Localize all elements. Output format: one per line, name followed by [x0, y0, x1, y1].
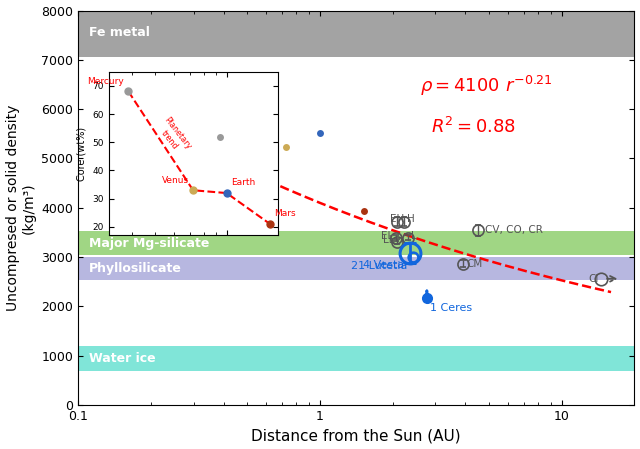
Text: Fe metal: Fe metal	[90, 26, 150, 39]
Text: 1 Ceres: 1 Ceres	[430, 303, 472, 313]
Text: 4 Vesta: 4 Vesta	[364, 260, 404, 269]
Bar	[78, 11, 634, 57]
Text: $R^2 = 0.88$: $R^2 = 0.88$	[431, 117, 516, 137]
Bar	[78, 257, 634, 280]
X-axis label: Distance from the Sun (AU): Distance from the Sun (AU)	[252, 428, 461, 444]
Text: CV, CO, CR: CV, CO, CR	[484, 225, 543, 235]
Text: EH: EH	[390, 214, 404, 224]
Text: $\rho = 4100\ r^{-0.21}$: $\rho = 4100\ r^{-0.21}$	[420, 74, 552, 98]
Text: Phyllosilicate: Phyllosilicate	[90, 262, 182, 275]
Text: 21 Lutetia: 21 Lutetia	[351, 260, 408, 271]
Bar	[78, 232, 634, 255]
Text: L: L	[410, 231, 416, 242]
Text: Water ice: Water ice	[90, 352, 156, 365]
Text: H: H	[408, 214, 415, 224]
Text: LL: LL	[383, 235, 395, 245]
Text: Major Mg-silicate: Major Mg-silicate	[90, 237, 210, 250]
Text: EL: EL	[381, 231, 394, 242]
Text: CM: CM	[467, 259, 483, 269]
Text: CI: CI	[588, 274, 598, 284]
Bar	[78, 346, 634, 370]
Y-axis label: Uncompresed or solid density
(kg/m³): Uncompresed or solid density (kg/m³)	[6, 105, 36, 311]
